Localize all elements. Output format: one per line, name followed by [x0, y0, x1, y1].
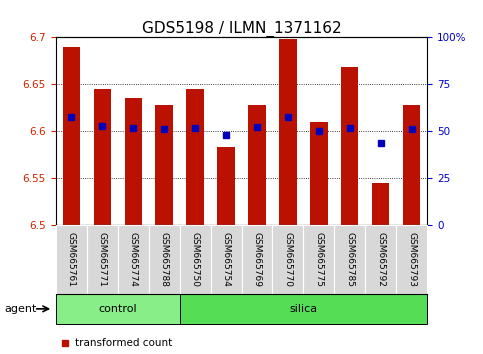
Bar — [186, 89, 203, 225]
Text: GSM665788: GSM665788 — [159, 232, 169, 287]
Text: GSM665770: GSM665770 — [284, 232, 293, 287]
Text: transformed count: transformed count — [75, 338, 172, 348]
Text: GSM665775: GSM665775 — [314, 232, 324, 287]
Text: GSM665774: GSM665774 — [128, 232, 138, 287]
Bar — [341, 67, 358, 225]
Text: GSM665792: GSM665792 — [376, 232, 385, 287]
Text: GSM665785: GSM665785 — [345, 232, 355, 287]
Text: control: control — [98, 304, 137, 314]
Bar — [403, 105, 421, 225]
Bar — [311, 122, 327, 225]
Bar — [280, 39, 297, 225]
Text: GSM665793: GSM665793 — [408, 232, 416, 287]
Title: GDS5198 / ILMN_1371162: GDS5198 / ILMN_1371162 — [142, 21, 341, 37]
Bar — [62, 47, 80, 225]
Bar — [125, 98, 142, 225]
Text: GSM665750: GSM665750 — [190, 232, 199, 287]
Text: GSM665754: GSM665754 — [222, 232, 230, 287]
Text: GSM665769: GSM665769 — [253, 232, 261, 287]
Text: silica: silica — [289, 304, 317, 314]
Text: GSM665771: GSM665771 — [98, 232, 107, 287]
Text: agent: agent — [5, 304, 37, 314]
Bar — [94, 89, 111, 225]
Bar — [156, 105, 172, 225]
Bar — [248, 105, 266, 225]
Bar — [217, 147, 235, 225]
Bar — [372, 183, 389, 225]
Text: GSM665761: GSM665761 — [67, 232, 75, 287]
